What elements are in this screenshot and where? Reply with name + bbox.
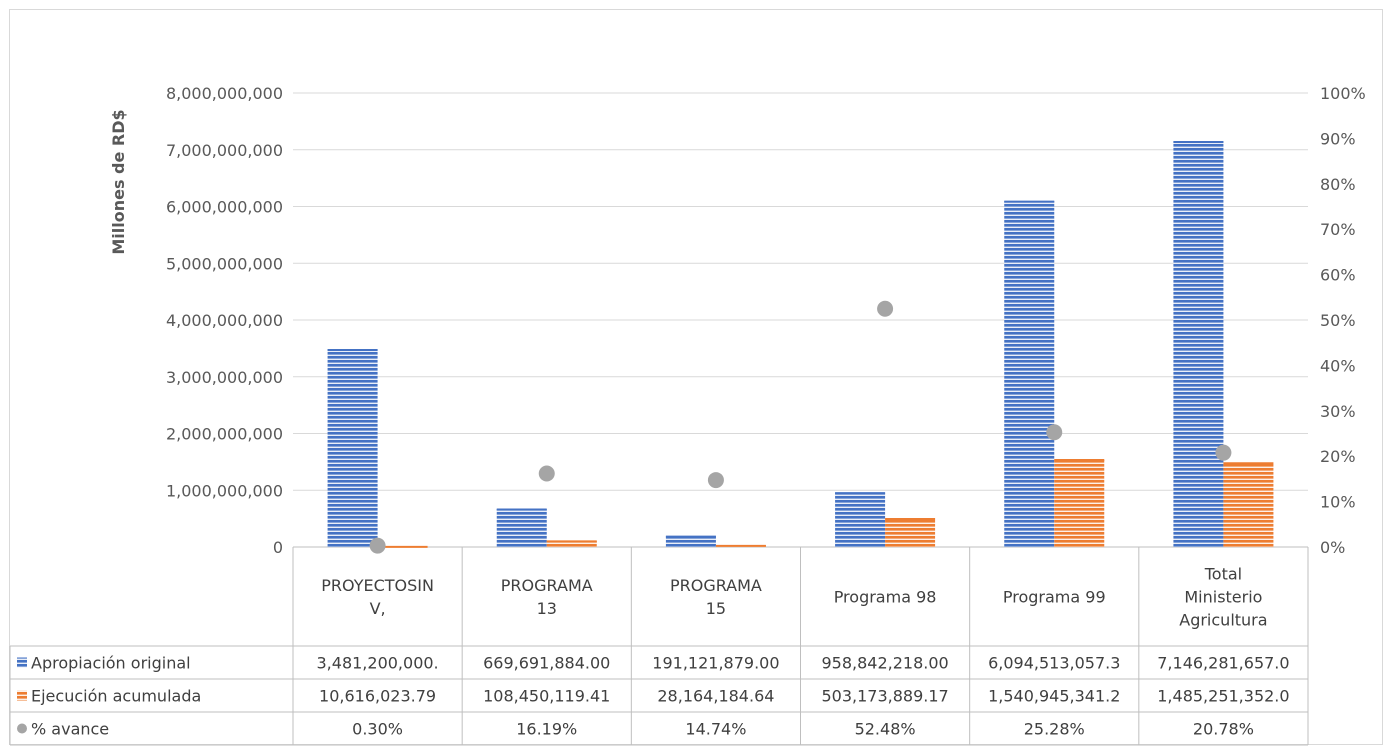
legend-key-point [17, 723, 27, 734]
legend-key-bar [17, 690, 27, 701]
table-cell-value: 669,691,884.00 [483, 654, 610, 673]
y-tick-label: 5,000,000,000 [166, 254, 283, 273]
bar-apropiacion [665, 536, 716, 547]
table-cell-value: 958,842,218.00 [821, 654, 948, 673]
y2-tick-label: 20% [1320, 447, 1356, 466]
y-tick-label: 2,000,000,000 [166, 425, 283, 444]
bar-ejecucion [546, 540, 597, 547]
y-tick-label: 0 [273, 538, 283, 557]
category-label: Total [1204, 565, 1242, 584]
table-cell-value: 20.78% [1193, 720, 1254, 739]
table-cell-value: 191,121,879.00 [652, 654, 779, 673]
point-avance [538, 465, 555, 482]
category-label: 13 [537, 599, 557, 618]
y-tick-label: 3,000,000,000 [166, 368, 283, 387]
table-cell-value: 6,094,513,057.3 [988, 654, 1120, 673]
table-cell-value: 7,146,281,657.0 [1157, 654, 1289, 673]
table-cell-value: 52.48% [855, 720, 916, 739]
category-label: Programa 98 [834, 588, 937, 607]
bar-apropiacion [1173, 141, 1224, 547]
category-label: Programa 99 [1003, 588, 1106, 607]
y-axis-label: Millones de RD$ [109, 109, 128, 254]
y2-tick-label: 90% [1320, 129, 1356, 148]
table-cell-value: 14.74% [685, 720, 746, 739]
y2-tick-label: 70% [1320, 220, 1356, 239]
table-cell-value: 0.30% [352, 720, 403, 739]
y2-tick-label: 10% [1320, 493, 1356, 512]
table-cell-value: 1,540,945,341.2 [988, 687, 1120, 706]
y2-tick-label: 40% [1320, 356, 1356, 375]
y2-tick-label: 50% [1320, 311, 1356, 330]
category-label: PROGRAMA [670, 576, 762, 595]
legend-entry: % avance [31, 720, 109, 739]
legend-entry: Ejecución acumulada [31, 687, 201, 706]
y-tick-label: 1,000,000,000 [166, 481, 283, 500]
point-avance [1215, 444, 1232, 461]
bar-apropiacion [496, 508, 547, 547]
y-tick-label: 8,000,000,000 [166, 84, 283, 103]
bar-apropiacion [1004, 201, 1055, 547]
bar-apropiacion [835, 492, 886, 547]
legend-entry: Apropiación original [31, 654, 191, 673]
bar-ejecucion [1054, 459, 1105, 547]
point-avance [707, 472, 724, 489]
category-label: 15 [706, 599, 726, 618]
category-label: PROYECTOSIN [321, 576, 434, 595]
bar-apropiacion [327, 349, 378, 547]
table-cell-value: 503,173,889.17 [821, 687, 948, 706]
table-cell-value: 10,616,023.79 [319, 687, 436, 706]
y2-tick-label: 0% [1320, 538, 1345, 557]
table-cell-value: 3,481,200,000. [317, 654, 439, 673]
y2-tick-label: 60% [1320, 266, 1356, 285]
table-cell-value: 16.19% [516, 720, 577, 739]
table-cell-value: 1,485,251,352.0 [1157, 687, 1289, 706]
table-cell-value: 25.28% [1024, 720, 1085, 739]
category-label: V, [370, 599, 386, 618]
y2-tick-label: 30% [1320, 402, 1356, 421]
category-label: Ministerio [1184, 588, 1262, 607]
y-tick-label: 6,000,000,000 [166, 198, 283, 217]
bar-ejecucion [885, 518, 936, 547]
legend-key-bar [17, 657, 27, 668]
y-tick-label: 4,000,000,000 [166, 311, 283, 330]
point-avance [1046, 424, 1063, 441]
table-cell-value: 28,164,184.64 [657, 687, 774, 706]
category-label: PROGRAMA [501, 576, 593, 595]
y2-tick-label: 100% [1320, 84, 1366, 103]
category-label: Agricultura [1179, 611, 1267, 630]
bar-ejecucion [1223, 462, 1274, 547]
y2-tick-label: 80% [1320, 175, 1356, 194]
point-avance [369, 537, 386, 554]
point-avance [877, 300, 894, 317]
y-tick-label: 7,000,000,000 [166, 141, 283, 160]
table-cell-value: 108,450,119.41 [483, 687, 610, 706]
